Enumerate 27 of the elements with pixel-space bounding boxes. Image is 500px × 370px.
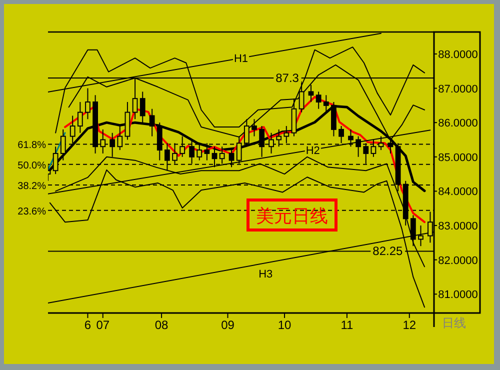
note: H1 (234, 53, 248, 66)
ytick: 83.0000 (438, 220, 478, 232)
ytick: 84.0000 (438, 186, 478, 198)
xtick: 6 (84, 318, 92, 332)
note: 23.6% (18, 206, 46, 218)
ytick: 87.0000 (438, 83, 478, 96)
annotation: 美元日线 (256, 206, 328, 226)
note: 38.2% (18, 181, 46, 192)
ref-label: 82.25 (372, 244, 403, 258)
xtick: 09 (221, 318, 234, 332)
note: H3 (258, 268, 273, 281)
note: H2 (306, 145, 320, 158)
ytick: 85.0000 (438, 152, 478, 164)
xtick: 10 (278, 318, 292, 332)
ytick: 82.0000 (438, 254, 478, 267)
ytick: 88.0000 (438, 48, 478, 61)
note: 日线 (442, 316, 466, 330)
xtick: 12 (402, 318, 416, 332)
xtick: 08 (154, 318, 168, 332)
note-box: 美元日线 (246, 198, 338, 232)
ytick: 81.0000 (438, 289, 478, 302)
ytick: 86.0000 (438, 118, 478, 130)
xtick: 11 (340, 318, 354, 332)
note: 50.0% (18, 160, 46, 172)
note: 61.8% (18, 140, 46, 152)
xtick: 07 (96, 318, 110, 332)
ref-label: 87.3 (276, 70, 299, 85)
